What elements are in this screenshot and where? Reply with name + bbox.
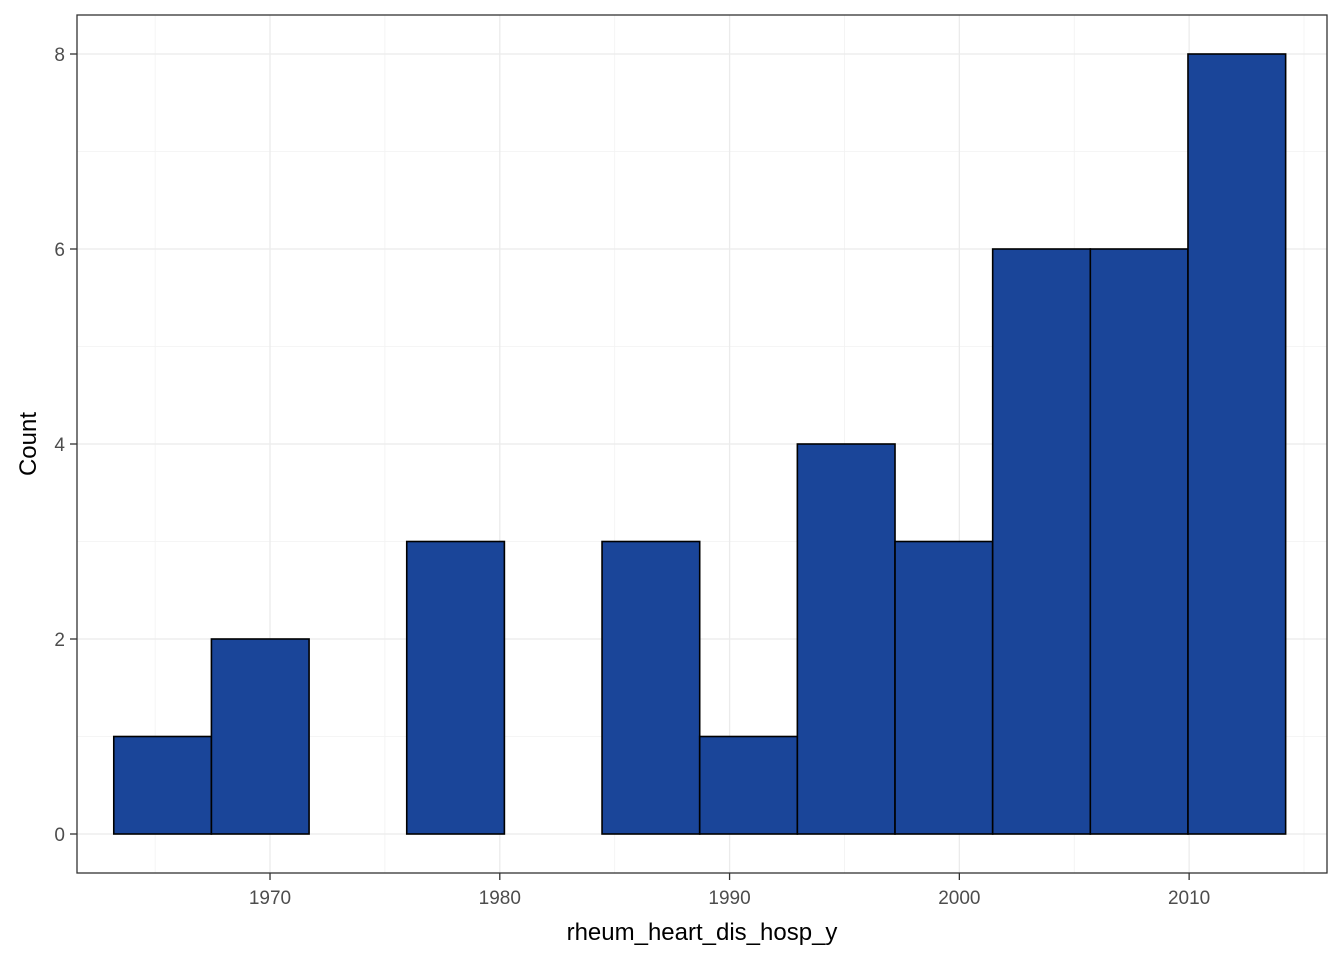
histogram-bar — [796, 443, 896, 835]
histogram-bar — [601, 540, 701, 835]
histogram-bar — [405, 540, 506, 835]
y-tick-label: 6 — [54, 240, 65, 261]
y-axis-title: Count — [15, 412, 42, 476]
histogram-bar — [210, 638, 310, 835]
axis-ticks: 1970 1980 1990 2000 2010 0 2 4 6 8 — [54, 45, 1210, 909]
histogram-bar — [112, 735, 213, 835]
histogram-bar — [1187, 53, 1287, 835]
x-tick-label: 2000 — [938, 888, 980, 909]
x-tick-label: 1970 — [249, 888, 291, 909]
y-tick-label: 2 — [54, 630, 65, 651]
x-tick-label: 1980 — [479, 888, 521, 909]
y-tick-label: 0 — [54, 825, 65, 846]
x-tick-label: 1990 — [708, 888, 750, 909]
histogram-bar — [698, 735, 799, 835]
y-tick-label: 4 — [54, 435, 65, 456]
x-axis-title: rheum_heart_dis_hosp_y — [567, 919, 838, 946]
histogram-bars — [112, 53, 1287, 835]
x-tick-label: 2010 — [1168, 888, 1210, 909]
histogram-bar — [1089, 248, 1189, 835]
histogram-bar — [991, 248, 1092, 835]
y-tick-label: 8 — [54, 45, 65, 66]
histogram-bar — [894, 540, 994, 835]
